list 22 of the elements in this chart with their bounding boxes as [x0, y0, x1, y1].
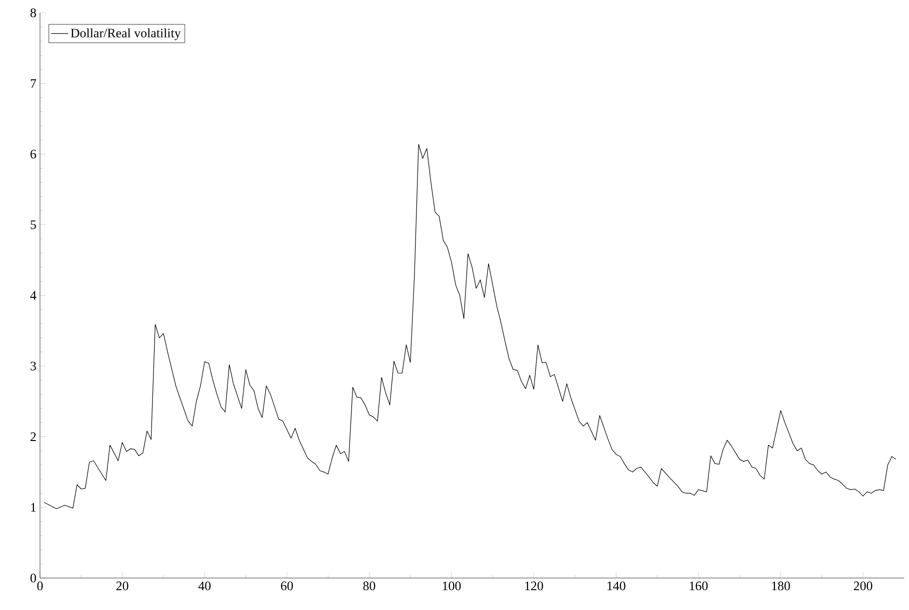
y-tick-label: 8 [30, 8, 36, 18]
y-tick-label: 3 [30, 362, 36, 370]
y-tick-label: 7 [30, 79, 36, 88]
x-tick-label: 120 [525, 582, 544, 590]
x-tick-label: 60 [280, 582, 293, 590]
x-tick-label: 140 [608, 582, 626, 590]
line-series [44, 144, 896, 510]
y-tick-label: 0 [30, 574, 36, 582]
x-tick-label: 100 [442, 582, 461, 590]
x-tick-label: 160 [690, 582, 708, 590]
x-tick-label: 0 [37, 582, 43, 590]
legend-label: Dollar/Real volatility [70, 28, 181, 40]
x-tick-label: 20 [116, 582, 128, 590]
x-tick-label: 40 [198, 582, 211, 590]
x-tick-label: 200 [854, 582, 872, 590]
y-tick-label: 1 [31, 503, 36, 512]
y-tick-label: 2 [30, 432, 36, 441]
x-tick-label: 80 [363, 582, 376, 590]
x-tick-label: 180 [772, 582, 790, 590]
y-tick-label: 5 [30, 220, 36, 230]
y-tick-label: 6 [30, 150, 36, 158]
y-tick-label: 4 [30, 291, 36, 300]
